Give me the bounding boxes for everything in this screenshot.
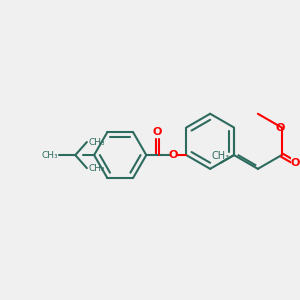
Text: O: O bbox=[169, 150, 178, 160]
Text: CH₃: CH₃ bbox=[41, 151, 58, 160]
Text: CH₃: CH₃ bbox=[211, 151, 229, 161]
Text: O: O bbox=[291, 158, 300, 168]
Text: CH₃: CH₃ bbox=[88, 137, 105, 146]
Text: O: O bbox=[153, 127, 162, 137]
Text: O: O bbox=[276, 122, 285, 133]
Text: CH₃: CH₃ bbox=[88, 164, 105, 172]
